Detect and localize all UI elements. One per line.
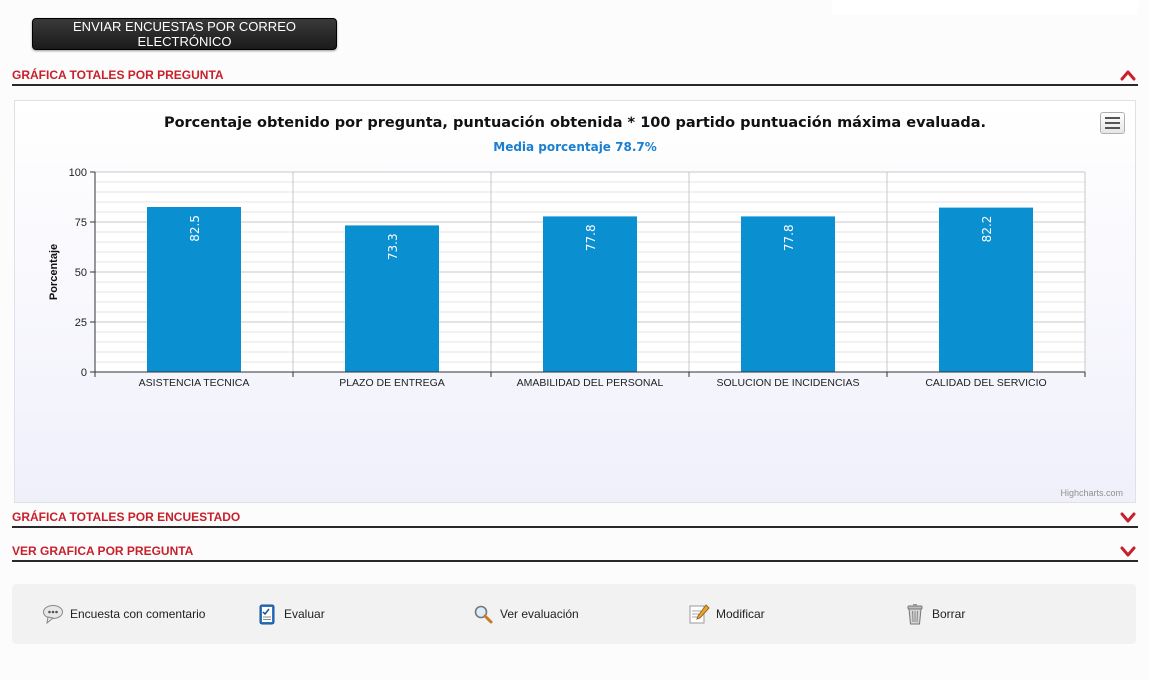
bar: [741, 216, 835, 372]
action-label: Modificar: [716, 607, 765, 621]
data-label: 77.8: [584, 224, 598, 251]
chart-menu-button[interactable]: [1100, 112, 1125, 134]
x-tick-label: SOLUCION DE INCIDENCIAS: [717, 377, 860, 389]
trash-icon: [904, 603, 926, 625]
data-label: 73.3: [386, 233, 400, 260]
bar: [345, 225, 439, 372]
y-tick-label: 50: [75, 267, 87, 279]
y-tick-label: 0: [81, 367, 87, 379]
highcharts-credits-link[interactable]: Highcharts.com: [1060, 488, 1123, 498]
action-label: Borrar: [932, 607, 966, 621]
x-tick-label: CALIDAD DEL SERVICIO: [925, 377, 1046, 389]
speech-bubble-icon: [42, 603, 64, 625]
section-header-chart-by-question[interactable]: VER GRAFICA POR PREGUNTA: [12, 542, 1138, 562]
y-tick-label: 25: [75, 317, 87, 329]
bar: [543, 216, 637, 372]
x-tick-label: AMABILIDAD DEL PERSONAL: [517, 377, 664, 389]
chevron-down-icon[interactable]: [1120, 545, 1136, 557]
section-header-totals-by-respondent[interactable]: GRÁFICA TOTALES POR ENCUESTADO: [12, 508, 1138, 528]
chevron-up-icon[interactable]: [1120, 69, 1136, 81]
action-label: Ver evaluación: [500, 607, 579, 621]
actions-bar: Encuesta con comentario Evaluar Ver eval…: [12, 584, 1136, 644]
top-white-strip: [832, 0, 1138, 15]
action-delete[interactable]: Borrar: [904, 584, 965, 644]
hamburger-icon: [1105, 117, 1120, 119]
chart-container: Porcentaje obtenido por pregunta, puntua…: [14, 100, 1136, 503]
action-label: Evaluar: [284, 607, 325, 621]
magnifier-icon: [472, 603, 494, 625]
data-label: 82.2: [980, 216, 994, 243]
checklist-icon: [256, 603, 278, 625]
edit-document-icon: [688, 603, 710, 625]
section-title: GRÁFICA TOTALES POR ENCUESTADO: [12, 510, 241, 524]
bar: [939, 207, 1033, 372]
y-axis-title: Porcentaje: [48, 244, 60, 300]
hamburger-icon: [1105, 122, 1120, 124]
section-title: GRÁFICA TOTALES POR PREGUNTA: [12, 68, 224, 82]
action-survey-with-comment[interactable]: Encuesta con comentario: [42, 584, 205, 644]
send-surveys-email-button[interactable]: ENVIAR ENCUESTAS POR CORREO ELECTRÓNICO: [32, 18, 337, 50]
section-header-totals-by-question[interactable]: GRÁFICA TOTALES POR PREGUNTA: [12, 66, 1138, 86]
y-tick-label: 100: [69, 167, 87, 179]
section-title: VER GRAFICA POR PREGUNTA: [12, 544, 194, 558]
action-view-evaluation[interactable]: Ver evaluación: [472, 584, 579, 644]
y-tick-label: 75: [75, 217, 87, 229]
chevron-down-icon[interactable]: [1120, 511, 1136, 523]
action-evaluate[interactable]: Evaluar: [256, 584, 325, 644]
bar: [147, 207, 241, 372]
hamburger-icon: [1105, 127, 1120, 129]
chart-title: Porcentaje obtenido por pregunta, puntua…: [163, 115, 987, 131]
data-label: 77.8: [782, 224, 796, 251]
action-label: Encuesta con comentario: [70, 607, 206, 621]
bar-chart: 82.5 73.3 77.8 77.8 82.2 ASISTENCIA TECNICA PL…: [48, 167, 1086, 389]
action-modify[interactable]: Modificar: [688, 584, 765, 644]
x-tick-label: ASISTENCIA TECNICA: [139, 377, 250, 389]
chart-subtitle: Media porcentaje 78.7%: [493, 140, 657, 154]
x-tick-label: PLAZO DE ENTREGA: [339, 377, 445, 389]
data-label: 82.5: [188, 215, 202, 242]
